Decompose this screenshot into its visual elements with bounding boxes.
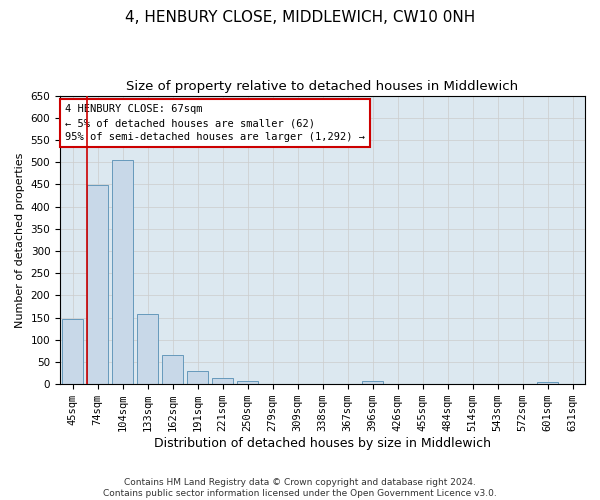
Text: Contains HM Land Registry data © Crown copyright and database right 2024.
Contai: Contains HM Land Registry data © Crown c… [103, 478, 497, 498]
Bar [362, 381, 383, 384]
Bar [537, 382, 558, 384]
Title: Size of property relative to detached houses in Middlewich: Size of property relative to detached ho… [127, 80, 518, 93]
Bar [87, 186, 108, 384]
Text: 4, HENBURY CLOSE, MIDDLEWICH, CW10 0NH: 4, HENBURY CLOSE, MIDDLEWICH, CW10 0NH [125, 10, 475, 25]
Bar [112, 160, 133, 384]
Bar [187, 371, 208, 384]
X-axis label: Distribution of detached houses by size in Middlewich: Distribution of detached houses by size … [154, 437, 491, 450]
Bar [212, 378, 233, 384]
Bar [237, 380, 258, 384]
Bar [162, 355, 183, 384]
Bar [137, 314, 158, 384]
Bar [62, 320, 83, 384]
Y-axis label: Number of detached properties: Number of detached properties [15, 152, 25, 328]
Text: 4 HENBURY CLOSE: 67sqm
← 5% of detached houses are smaller (62)
95% of semi-deta: 4 HENBURY CLOSE: 67sqm ← 5% of detached … [65, 104, 365, 142]
